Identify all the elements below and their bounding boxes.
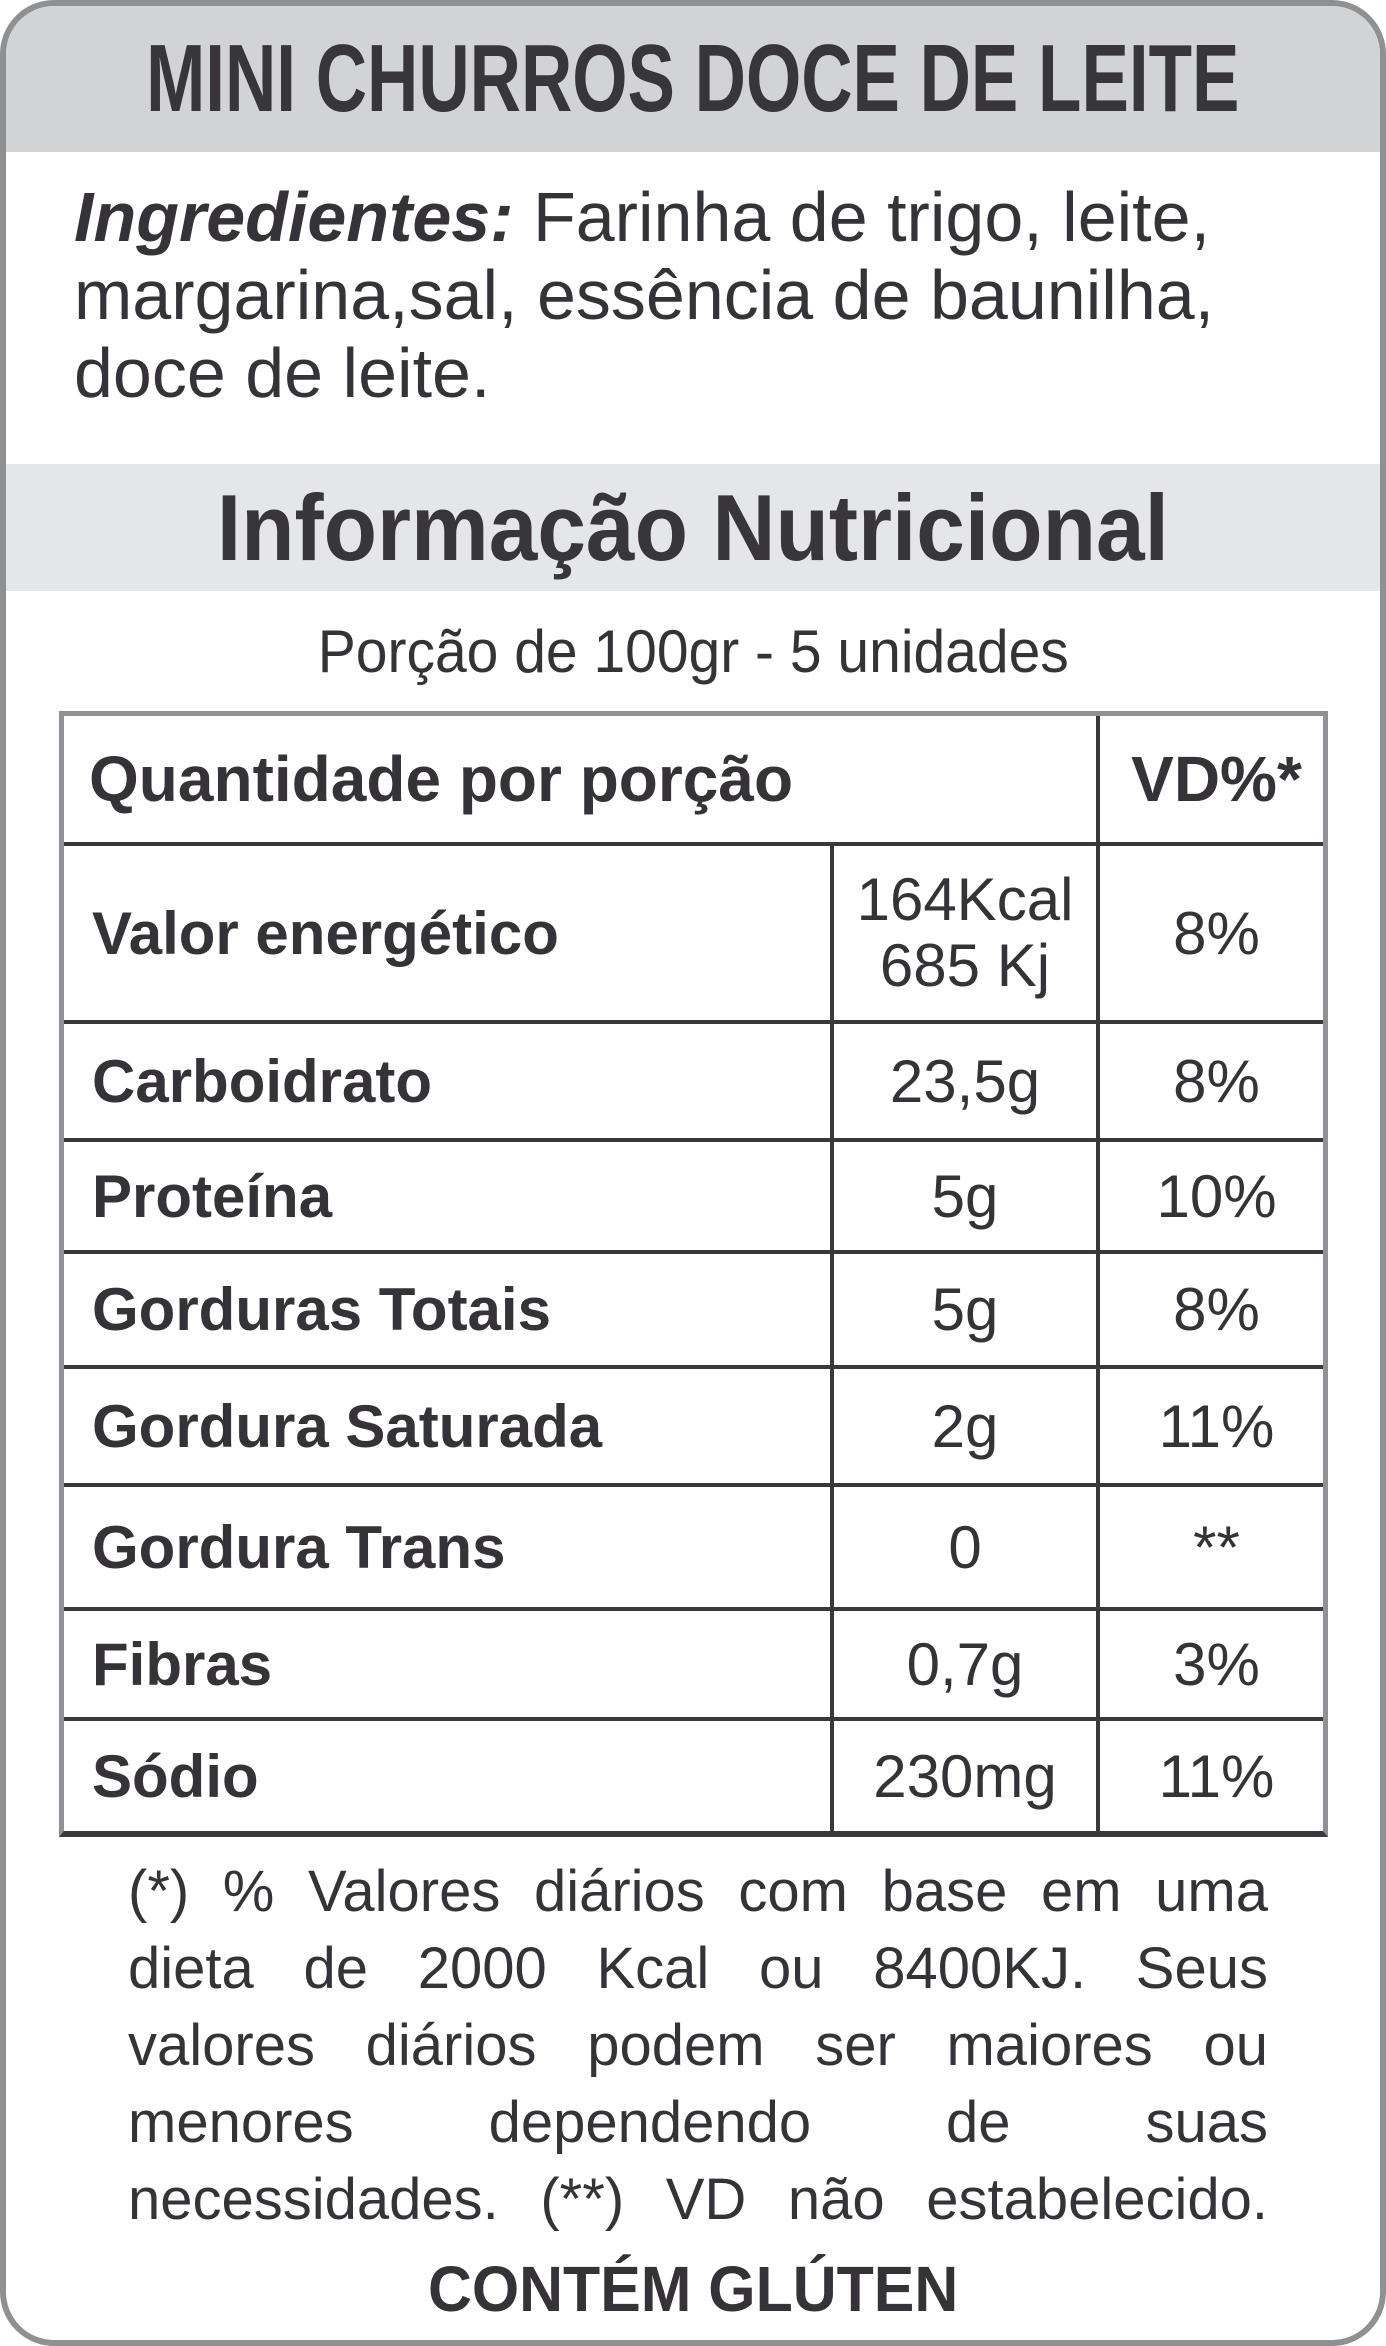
row-value: 5g (830, 1142, 1096, 1250)
row-value: 164Kcal 685 Kj (830, 846, 1096, 1020)
table-header-row: Quantidade por porção VD%* (64, 716, 1323, 842)
allergen-statement: CONTÉM GLÚTEN (6, 2252, 1380, 2326)
row-label: Carboidrato (92, 1047, 433, 1115)
row-label: Proteína (92, 1162, 333, 1230)
row-value: 2g (830, 1369, 1096, 1483)
nutrition-section-title: Informação Nutricional (216, 474, 1170, 580)
row-value-kj: 685 Kj (879, 932, 1051, 999)
table-row-trans-fat: Gordura Trans 0 ** (64, 1483, 1323, 1607)
product-title-bar: MINI CHURROS DOCE DE LEITE (6, 6, 1380, 152)
product-title: MINI CHURROS DOCE DE LEITE (146, 25, 1240, 132)
allergen-text: CONTÉM GLÚTEN (427, 2253, 959, 2325)
footnote-line-3: valores diários podem ser maiores ou (128, 2013, 1268, 2078)
nutrition-section-band: Informação Nutricional (6, 464, 1380, 591)
row-label: Sódio (92, 1742, 259, 1810)
footnote-line-2: dieta de 2000 Kcal ou 8400KJ. Seus (128, 1936, 1268, 2001)
row-label: Fibras (92, 1630, 273, 1698)
row-value: 0 (830, 1487, 1096, 1607)
ingredients-section: Ingredientes: Farinha de trigo, leite, m… (6, 152, 1380, 464)
table-row-carbs: Carboidrato 23,5g 8% (64, 1020, 1323, 1138)
row-dv: 11% (1096, 1369, 1333, 1483)
ingredients-line-1: Ingredientes: Farinha de trigo, leite, (74, 178, 1380, 256)
row-value: 230mg (830, 1721, 1096, 1831)
row-label: Gordura Trans (92, 1513, 506, 1581)
row-label: Gordura Saturada (92, 1392, 603, 1460)
row-label: Valor energético (92, 899, 559, 967)
row-label: Gorduras Totais (92, 1276, 551, 1343)
table-row-sodium: Sódio 230mg 11% (64, 1717, 1323, 1831)
ingredients-label: Ingredientes: (74, 178, 514, 256)
row-dv: 8% (1096, 1254, 1333, 1365)
table-row-saturated-fat: Gordura Saturada 2g 11% (64, 1365, 1323, 1483)
footnote-line-4: menores dependendo de suas (128, 2090, 1268, 2155)
ingredients-line-1-text: Farinha de trigo, leite, (513, 178, 1211, 256)
row-dv: 8% (1096, 1024, 1333, 1138)
row-value: 5g (830, 1254, 1096, 1365)
row-dv: 11% (1096, 1721, 1333, 1831)
row-value: 23,5g (830, 1024, 1096, 1138)
table-row-total-fat: Gorduras Totais 5g 8% (64, 1250, 1323, 1365)
table-header-dv: VD%* (1096, 716, 1333, 842)
table-row-protein: Proteína 5g 10% (64, 1138, 1323, 1250)
table-row-fiber: Fibras 0,7g 3% (64, 1607, 1323, 1717)
ingredients-line-2: margarina,sal, essência de baunilha, (74, 256, 1215, 334)
row-dv: ** (1096, 1487, 1333, 1607)
serving-size-text: Porção de 100gr - 5 unidades (317, 617, 1069, 685)
serving-size-line: Porção de 100gr - 5 unidades (6, 591, 1380, 711)
ingredients-line-3: doce de leite. (74, 334, 491, 412)
footnote-line-1: (*) % Valores diários com base em uma (128, 1859, 1268, 1924)
row-value: 0,7g (830, 1611, 1096, 1717)
row-dv: 10% (1096, 1142, 1333, 1250)
footnote-line-5: necessidades. (**) VD não estabelecido. (128, 2167, 1268, 2232)
row-value-kcal: 164Kcal (856, 866, 1074, 933)
daily-values-footnote: (*) % Valores diários com base em uma di… (128, 1853, 1268, 2238)
table-header-quantity: Quantidade por porção (89, 743, 794, 815)
row-dv: 8% (1096, 846, 1333, 1020)
row-dv: 3% (1096, 1611, 1333, 1717)
table-row-energy: Valor energético 164Kcal 685 Kj 8% (64, 842, 1323, 1020)
nutrition-table: Quantidade por porção VD%* Valor energét… (59, 711, 1328, 1837)
